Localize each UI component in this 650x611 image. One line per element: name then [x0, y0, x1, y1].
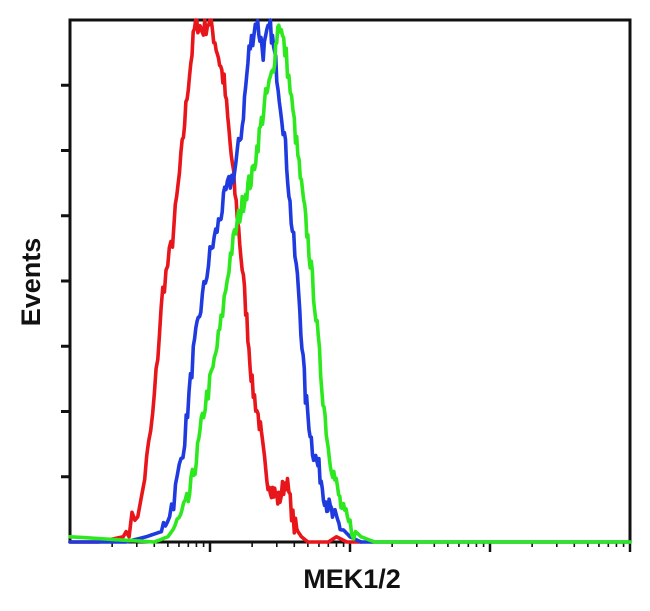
- plot-frame: [68, 18, 632, 544]
- series-line-3: [68, 23, 632, 544]
- series-line-1: [68, 18, 363, 544]
- plot-border: [68, 18, 632, 544]
- y-axis-label: Events: [16, 238, 46, 327]
- y-axis-ticks: [61, 83, 70, 479]
- x-axis-label: MEK1/2: [303, 564, 401, 594]
- series-layer: [68, 18, 632, 544]
- series-line-2: [68, 18, 632, 544]
- x-axis-ticks: [111, 542, 632, 552]
